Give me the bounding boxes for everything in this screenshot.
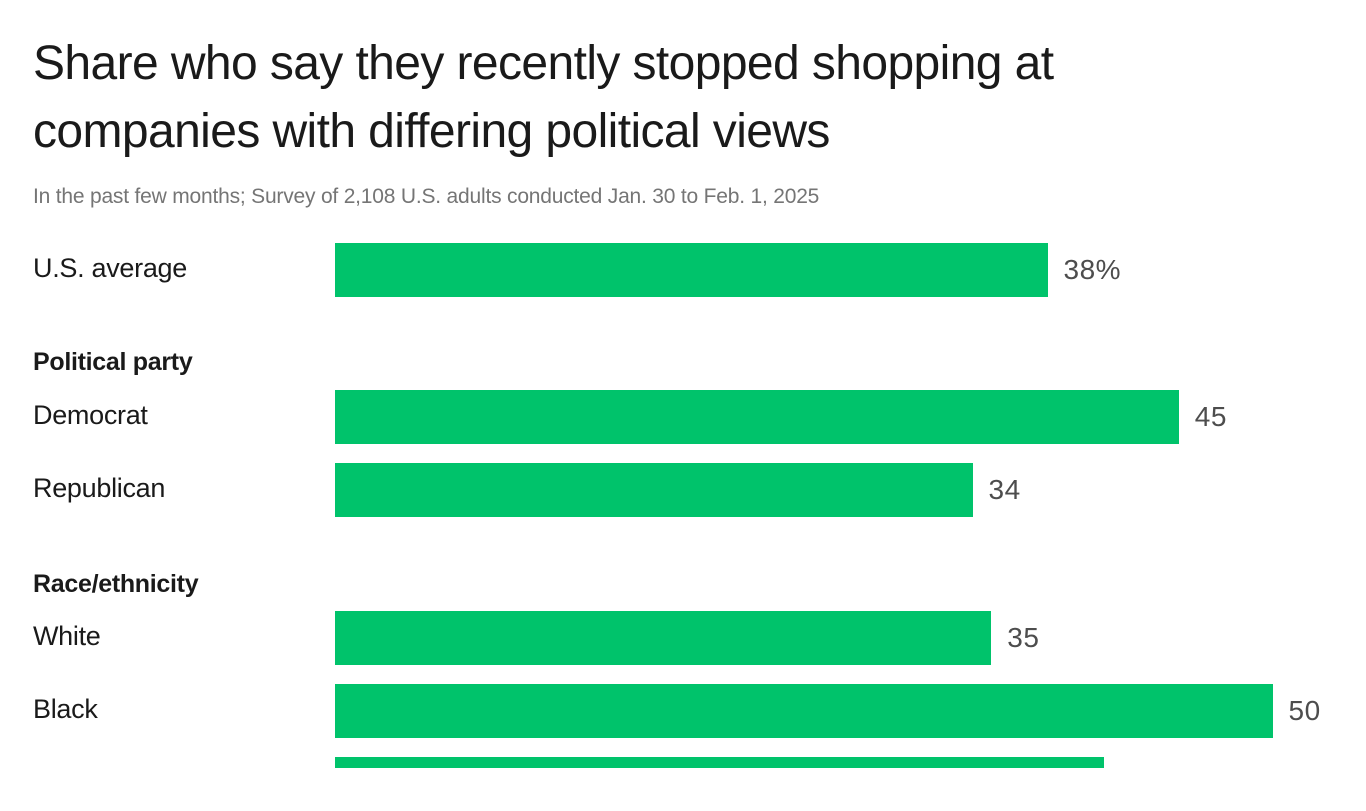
bar-chart-plot-area: U.S. average 38% Political party Democrat 45…: [0, 228, 1366, 768]
bar: [335, 611, 992, 665]
chart-header: Share who say they recently stopped shop…: [33, 30, 1283, 210]
bar-group-header-label: Race/ethnicity: [33, 570, 199, 598]
bar-row-label: Black: [33, 694, 98, 724]
bar-value-label: 35: [1007, 622, 1040, 653]
bar-value-label: 38%: [1063, 254, 1122, 285]
bar-row-label: U.S. average: [33, 253, 187, 283]
bar: [335, 463, 973, 517]
bar: [335, 757, 1104, 768]
bar-row-label: White: [33, 621, 101, 651]
bar-row-label: Democrat: [33, 400, 148, 430]
chart-title: Share who say they recently stopped shop…: [33, 37, 1054, 159]
bar: [335, 390, 1179, 444]
chart-root: Share who say they recently stopped shop…: [0, 30, 1366, 768]
bar-group-header-label: Political party: [33, 348, 193, 376]
bar-value-label: 50: [1288, 695, 1321, 726]
bar-value-label: 34: [988, 474, 1021, 505]
bar: [335, 684, 1273, 738]
bar-value-label: 45: [1194, 401, 1227, 432]
bar-row-label: Republican: [33, 473, 166, 503]
bar: [335, 243, 1048, 297]
chart-subtitle: In the past few months; Survey of 2,108 …: [33, 185, 820, 209]
